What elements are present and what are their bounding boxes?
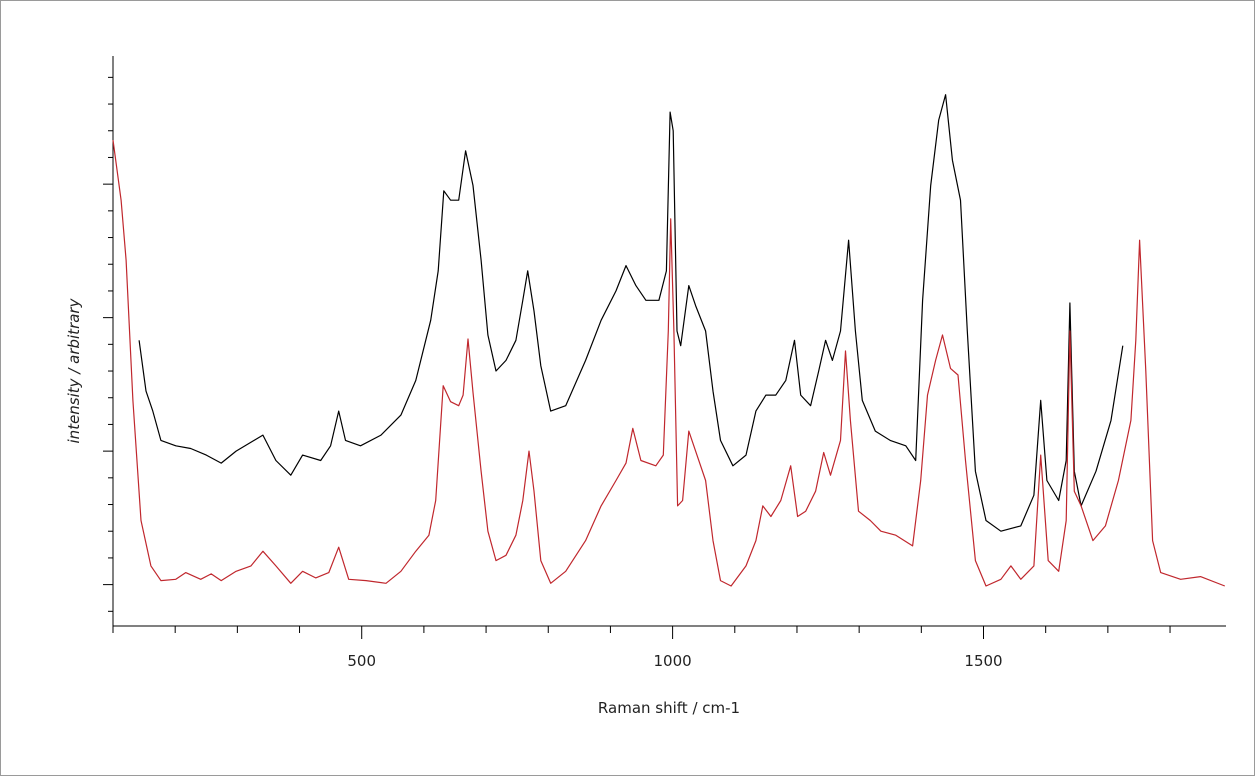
- spectrum-line: [138, 94, 1124, 532]
- x-tick-label: 1000: [654, 652, 692, 670]
- x-axis-label: Raman shift / cm-1: [598, 699, 740, 717]
- spectrum-line: [112, 140, 1226, 587]
- x-tick-label: 1500: [964, 652, 1002, 670]
- y-axis-label: intensity / arbitrary: [65, 297, 83, 443]
- x-tick-label: 500: [347, 652, 376, 670]
